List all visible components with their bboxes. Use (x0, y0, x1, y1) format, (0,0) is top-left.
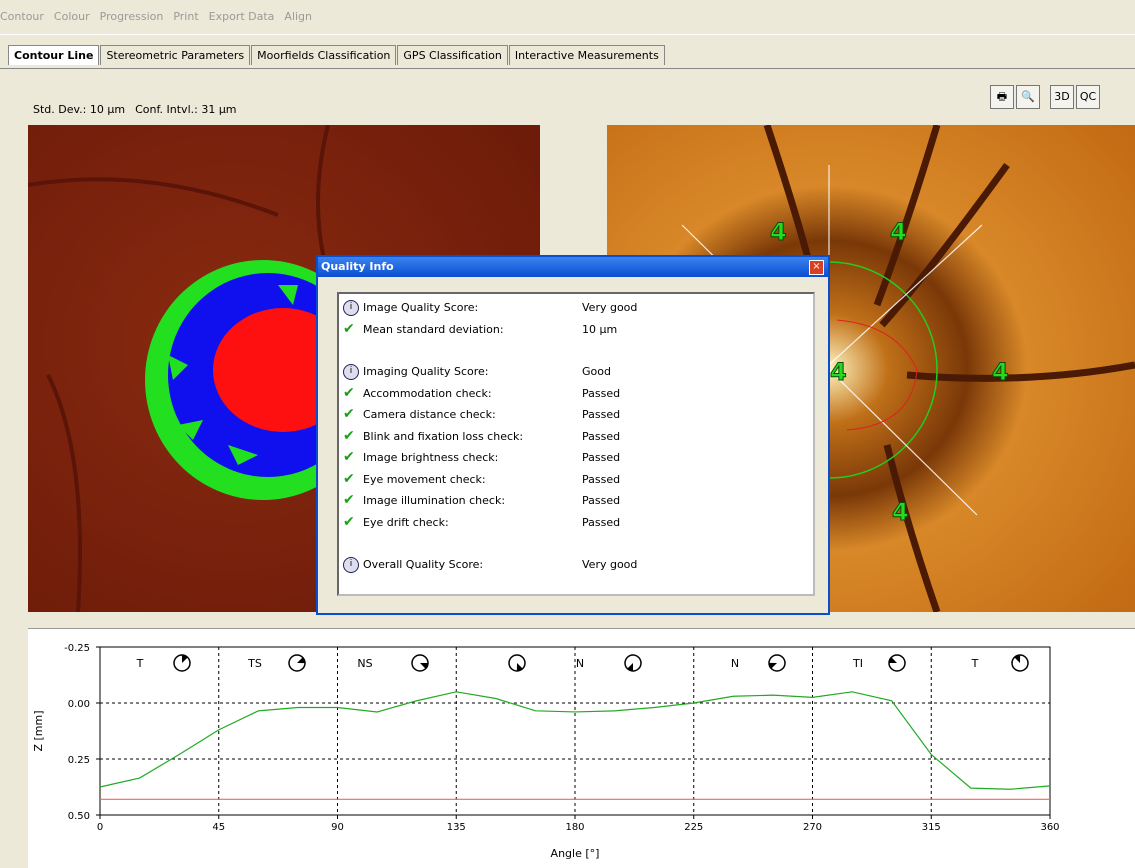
x-tick-label: 270 (803, 822, 822, 833)
print-button[interactable]: 🖶 (990, 85, 1014, 109)
sector-label: TS (247, 657, 262, 670)
row-value: Passed (582, 516, 620, 529)
sector-number: 4 (992, 358, 1009, 386)
menu-item[interactable]: Colour (54, 10, 90, 23)
x-tick-label: 90 (331, 822, 344, 833)
chart: Z [mm] Angle [°] -0.25 0.00 0.25 0.50 0 45 90 1… (28, 628, 1135, 867)
sector-number: 4 (892, 498, 909, 526)
tab[interactable]: Interactive Measurements (509, 45, 665, 65)
sector-number: 4 (770, 218, 787, 246)
x-tick-label: 315 (922, 822, 941, 833)
row-value: Passed (582, 451, 620, 464)
tab[interactable]: Moorfields Classification (251, 45, 396, 65)
menu-item[interactable]: Progression (100, 10, 164, 23)
separator (0, 34, 1135, 35)
sector-label: N (731, 657, 739, 670)
sector-number: 4 (890, 218, 907, 246)
y-tick-label: 0.25 (68, 755, 90, 766)
y-tick-label: 0.50 (68, 811, 90, 822)
stat: Std. Dev.: 10 µm (33, 103, 125, 116)
y-tick-label: 0.00 (68, 699, 90, 710)
tab-line (0, 68, 1135, 69)
row-value: Very good (582, 558, 637, 571)
dialog: Quality Info × i Image Quality Score: Very… (316, 255, 830, 615)
row-label: Mean standard deviation: (363, 323, 504, 336)
row-value: Passed (582, 473, 620, 486)
check-icon: ✔ (343, 407, 357, 421)
row-label: Eye drift check: (363, 516, 449, 529)
y-tick-label: -0.25 (64, 643, 90, 654)
check-icon: ✔ (343, 386, 357, 400)
row-label: Image brightness check: (363, 451, 498, 464)
row-label: Image illumination check: (363, 494, 505, 507)
sector-label: T (971, 657, 979, 670)
tab[interactable]: Contour Line (8, 45, 99, 65)
x-tick-label: 0 (97, 822, 103, 833)
info-icon: i (343, 557, 359, 573)
check-icon: ✔ (343, 493, 357, 507)
x-tick-label: 360 (1040, 822, 1059, 833)
3d-button[interactable]: 3D (1050, 85, 1074, 109)
row-label: Overall Quality Score: (363, 558, 483, 571)
x-tick-label: 135 (447, 822, 466, 833)
page: Contour Colour Progression Print Export Data… (0, 0, 1135, 867)
menu-item[interactable]: Export Data (209, 10, 275, 23)
row-value: Passed (582, 408, 620, 421)
row-value: Good (582, 365, 611, 378)
row-label: Imaging Quality Score: (363, 365, 489, 378)
dialog-title: Quality Info (318, 257, 828, 277)
row-value: Passed (582, 387, 620, 400)
stat: Conf. Intvl.: 31 µm (135, 103, 236, 116)
row-value: Passed (582, 494, 620, 507)
menu-item[interactable]: Print (173, 10, 198, 23)
row-value: Very good (582, 301, 637, 314)
info-icon: i (343, 364, 359, 380)
dialog-content: i Image Quality Score: Very good ✔ Mean stan… (337, 292, 815, 596)
tab[interactable]: Stereometric Parameters (100, 45, 250, 65)
x-tick-label: 180 (565, 822, 584, 833)
sector-number: 4 (830, 358, 847, 386)
close-button[interactable]: × (809, 260, 824, 275)
x-tick-label: 45 (212, 822, 225, 833)
check-icon: ✔ (343, 515, 357, 529)
toolbar: 🖶 🔍 3D QC (990, 85, 1100, 109)
row-value: Passed (582, 430, 620, 443)
info-icon: i (343, 300, 359, 316)
row-value: 10 µm (582, 323, 617, 336)
row-label: Accommodation check: (363, 387, 492, 400)
sector-label: T (136, 657, 144, 670)
check-icon: ✔ (343, 472, 357, 486)
menu-item[interactable]: Align (284, 10, 312, 23)
preview-button[interactable]: 🔍 (1016, 85, 1040, 109)
row-label: Image Quality Score: (363, 301, 478, 314)
menu-bar: Contour Colour Progression Print Export Data… (0, 10, 322, 23)
row-label: Blink and fixation loss check: (363, 430, 523, 443)
qc-button[interactable]: QC (1076, 85, 1100, 109)
row-label: Camera distance check: (363, 408, 496, 421)
sector-label: N (576, 657, 584, 670)
sector-label: TI (852, 657, 863, 670)
x-axis-label: Angle [°] (551, 847, 600, 860)
check-icon: ✔ (343, 322, 357, 336)
tab[interactable]: GPS Classification (397, 45, 507, 65)
row-label: Eye movement check: (363, 473, 486, 486)
sector-label: NS (357, 657, 372, 670)
stats: Std. Dev.: 10 µm Conf. Intvl.: 31 µm (33, 103, 247, 116)
check-icon: ✔ (343, 450, 357, 464)
check-icon: ✔ (343, 429, 357, 443)
x-tick-label: 225 (684, 822, 703, 833)
y-axis-label: Z [mm] (32, 710, 45, 751)
menu-item[interactable]: Contour (0, 10, 44, 23)
